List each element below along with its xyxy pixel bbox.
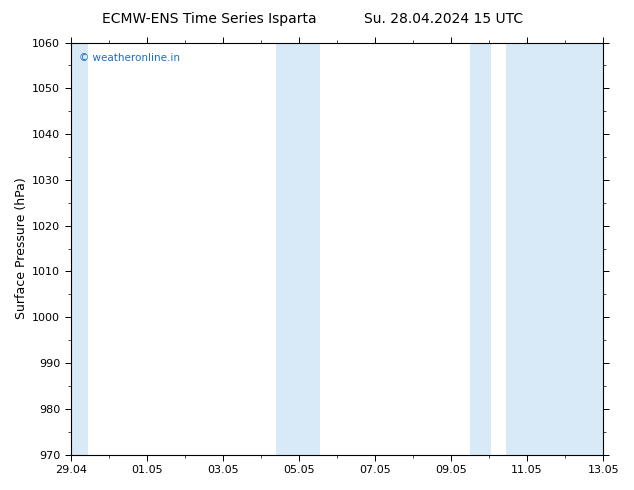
Text: Su. 28.04.2024 15 UTC: Su. 28.04.2024 15 UTC (365, 12, 523, 26)
Text: © weatheronline.in: © weatheronline.in (79, 53, 179, 63)
Bar (470, 43, 491, 455)
Text: ECMW-ENS Time Series Isparta: ECMW-ENS Time Series Isparta (102, 12, 316, 26)
Bar (71, 43, 88, 455)
Y-axis label: Surface Pressure (hPa): Surface Pressure (hPa) (15, 178, 28, 319)
Bar (301, 43, 320, 455)
Bar (276, 43, 301, 455)
Bar (506, 43, 603, 455)
